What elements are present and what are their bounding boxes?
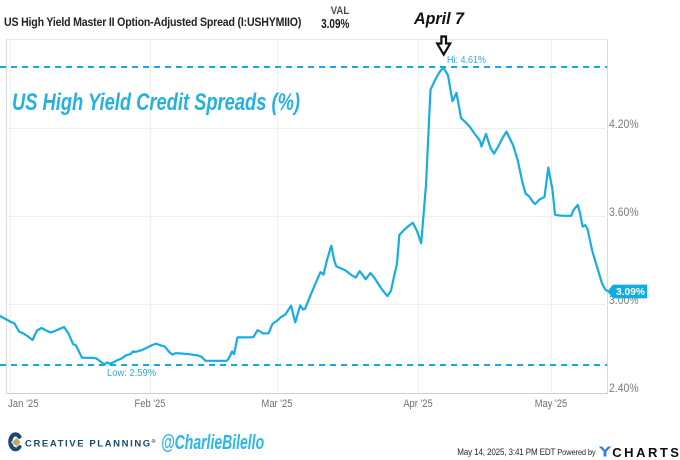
svg-text:3.09%: 3.09% — [616, 287, 645, 298]
